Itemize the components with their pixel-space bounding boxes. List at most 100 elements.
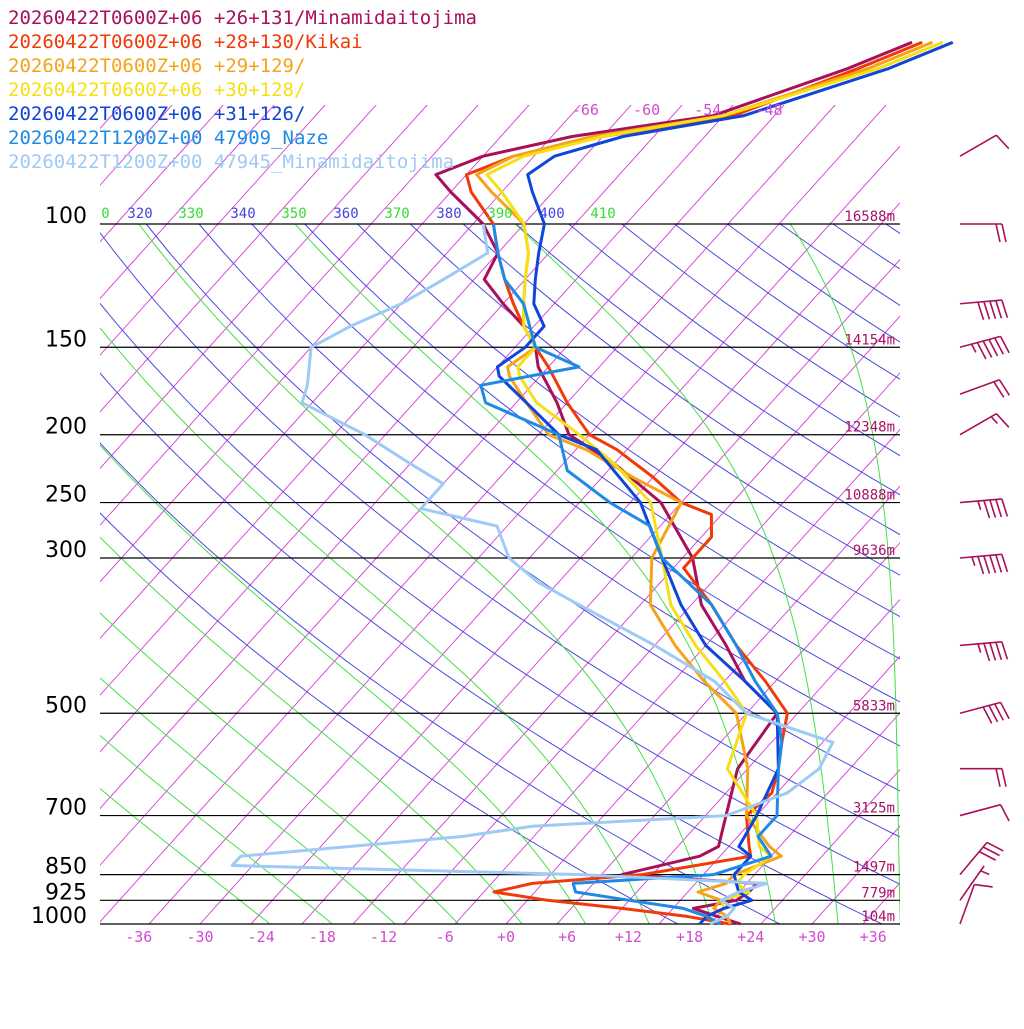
theta-label: 400 — [539, 206, 564, 222]
height-label: 14154m — [844, 332, 895, 348]
legend-entry: 20260422T0600Z+06 +31+126/ — [8, 103, 305, 125]
height-label: 16588m — [844, 209, 895, 225]
dry-adiabat-line — [675, 224, 1024, 939]
temperature-tick-label: +0 — [497, 928, 515, 946]
upper-temperature-tick-label: -54 — [694, 101, 721, 119]
dry-adiabat-line — [463, 224, 1024, 939]
theta-label: 340 — [230, 206, 255, 222]
wind-barb — [960, 805, 1009, 821]
wind-barb — [960, 499, 1007, 518]
temperature-tick-label: -6 — [436, 928, 454, 946]
wind-barb — [960, 380, 1009, 398]
temperature-tick-label: +12 — [615, 928, 642, 946]
temperature-tick-label: -12 — [370, 928, 397, 946]
pressure-label: 850 — [45, 855, 87, 880]
dry-adiabat-line — [199, 224, 1024, 939]
isotherm-line — [0, 69, 766, 924]
dry-adiabat-line — [780, 224, 1024, 939]
temperature-tick-label: +24 — [737, 928, 764, 946]
sounding-line — [232, 224, 833, 924]
dry-adiabat-line — [0, 224, 913, 939]
temperature-tick-label: +6 — [558, 928, 576, 946]
isotherm-line — [455, 69, 1024, 924]
pressure-label: 300 — [45, 538, 87, 563]
upper-temperature-tick-label: -48 — [755, 101, 782, 119]
pressure-label: 925 — [45, 880, 87, 905]
dry-adiabat-line — [886, 224, 1024, 939]
legend-entry: 20260422T0600Z+06 +28+130/Kikai — [8, 31, 363, 53]
legend-entry: 20260422T1200Z+00 47945_Minamidaitojima — [8, 151, 454, 173]
theta-label: 410 — [590, 206, 615, 222]
theta-label: 310 — [84, 206, 109, 222]
wind-barb — [960, 135, 1009, 156]
pressure-label: 100 — [45, 204, 87, 229]
dry-adiabat-line — [516, 224, 1024, 939]
isotherm-line — [965, 69, 1024, 924]
legend-entry: 20260422T0600Z+06 +30+128/ — [8, 79, 305, 101]
height-label: 10888m — [844, 488, 895, 504]
temperature-tick-label: +30 — [798, 928, 825, 946]
pressure-label: 200 — [45, 415, 87, 440]
sounding-line — [497, 42, 952, 924]
theta-label: 360 — [333, 206, 358, 222]
theta-label: 390 — [487, 206, 512, 222]
moist-adiabat-line — [790, 224, 900, 939]
height-label: 779m — [861, 885, 895, 901]
dry-adiabat-line — [146, 224, 1024, 939]
dry-adiabat-line — [252, 224, 1024, 939]
wind-barb — [960, 885, 993, 924]
dry-adiabat-line — [939, 224, 1024, 939]
height-label: 12348m — [844, 420, 895, 436]
theta-label: 330 — [178, 206, 203, 222]
isotherm-line — [0, 69, 256, 924]
temperature-tick-label: -24 — [248, 928, 275, 946]
temperature-tick-label: +18 — [676, 928, 703, 946]
pressure-label: 1000 — [31, 904, 87, 929]
wind-barb — [960, 336, 1009, 359]
height-label: 9636m — [853, 543, 895, 559]
dry-adiabat-line — [727, 224, 1024, 939]
theta-label: 370 — [384, 206, 409, 222]
wind-barb — [960, 642, 1007, 661]
upper-temperature-tick-label: -60 — [633, 101, 660, 119]
wind-barb — [960, 702, 1009, 723]
pressure-label: 700 — [45, 796, 87, 821]
wind-barb — [960, 866, 989, 900]
isotherm-line — [0, 69, 664, 924]
isotherm-line — [914, 69, 1024, 924]
isotherm-line — [353, 69, 1024, 924]
isotherm-line — [1016, 69, 1024, 924]
temperature-tick-label: -36 — [125, 928, 152, 946]
height-label: 104m — [861, 909, 895, 925]
wind-barb — [960, 224, 1006, 242]
wind-barbs — [960, 135, 1009, 924]
legend-entry: 20260422T0600Z+06 +26+131/Minamidaitojim… — [8, 7, 477, 29]
sounding-line — [477, 42, 933, 924]
dry-adiabat-line — [833, 224, 1024, 939]
legend-entry: 20260422T0600Z+06 +29+129/ — [8, 55, 305, 77]
wind-barb — [960, 769, 1006, 787]
wind-barb — [960, 554, 1007, 574]
legend: 20260422T0600Z+06 +26+131/Minamidaitojim… — [8, 7, 477, 173]
theta-label: 320 — [127, 206, 152, 222]
wind-barb — [960, 414, 1009, 435]
upper-temperature-tick-label: -66 — [572, 101, 599, 119]
theta-label: 380 — [436, 206, 461, 222]
height-label: 1497m — [853, 860, 895, 876]
wind-barb — [960, 300, 1007, 320]
moist-adiabat-line — [515, 224, 839, 939]
temperature-tick-label: +36 — [860, 928, 887, 946]
isotherm-line — [0, 69, 205, 924]
height-label: 5833m — [853, 698, 895, 714]
legend-entry: 20260422T1200Z+00 47909_Naze — [8, 127, 328, 149]
dry-adiabat-line — [41, 224, 1017, 939]
pressure-label: 150 — [45, 327, 87, 352]
isotherm-line — [557, 69, 1024, 924]
dry-adiabat-line — [93, 224, 1024, 939]
temperature-tick-label: -18 — [309, 928, 336, 946]
dry-adiabat-line — [992, 224, 1024, 939]
isotherm-line — [659, 69, 1024, 924]
theta-label: 350 — [281, 206, 306, 222]
